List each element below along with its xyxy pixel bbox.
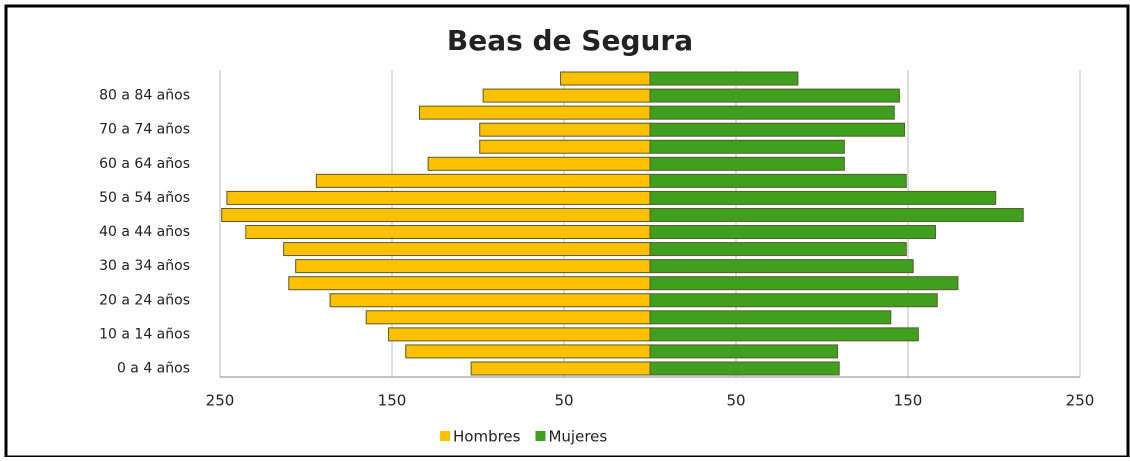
bar (649, 310, 892, 325)
bar (649, 242, 907, 257)
bar (405, 344, 651, 359)
bar (649, 225, 937, 240)
y-tick-label: 0 a 4 años (117, 360, 190, 376)
bar (649, 156, 845, 171)
y-tick-label: 70 a 74 años (99, 122, 190, 138)
bar (470, 361, 651, 376)
bar (482, 88, 651, 103)
bar (419, 105, 651, 120)
x-tick-label: 50 (554, 392, 573, 410)
y-tick-label: 80 a 84 años (99, 88, 190, 104)
y-tick-label: 50 a 54 años (99, 190, 190, 206)
x-tick-label: 150 (894, 392, 923, 410)
bar (649, 259, 914, 274)
bar (649, 105, 895, 120)
bar (221, 207, 651, 222)
bar (479, 139, 651, 154)
legend-swatch (440, 431, 450, 441)
bar (388, 327, 651, 342)
bar (649, 173, 907, 188)
bar (649, 71, 799, 86)
bar (649, 190, 997, 205)
bar (649, 139, 845, 154)
x-tick-label: 50 (726, 392, 745, 410)
legend-swatch (535, 431, 546, 441)
y-tick-label: 60 a 64 años (99, 156, 190, 172)
bar (427, 156, 651, 171)
bar (295, 259, 651, 274)
x-tick-label: 250 (1066, 392, 1095, 410)
bar (315, 173, 651, 188)
y-tick-label: 30 a 34 años (99, 258, 190, 274)
y-tick-label: 10 a 14 años (99, 326, 190, 342)
bar (649, 276, 959, 291)
bar (560, 71, 651, 86)
bar (283, 242, 651, 257)
x-tick-label: 150 (378, 392, 407, 410)
bar (365, 310, 651, 325)
bar (479, 122, 651, 137)
x-tick-label: 250 (206, 392, 235, 410)
bar (329, 293, 651, 308)
chart-title: Beas de Segura (447, 24, 693, 57)
bar (649, 207, 1024, 222)
bar (245, 225, 651, 240)
bar (288, 276, 651, 291)
bar (649, 327, 919, 342)
bar (649, 293, 938, 308)
bar (649, 361, 840, 376)
y-tick-label: 40 a 44 años (99, 224, 190, 240)
bar (649, 344, 838, 359)
bar (649, 122, 906, 137)
bar (226, 190, 651, 205)
y-tick-label: 20 a 24 años (99, 292, 190, 308)
legend-label: Mujeres (548, 428, 607, 446)
bar (649, 88, 900, 103)
legend-label: Hombres (453, 428, 521, 446)
